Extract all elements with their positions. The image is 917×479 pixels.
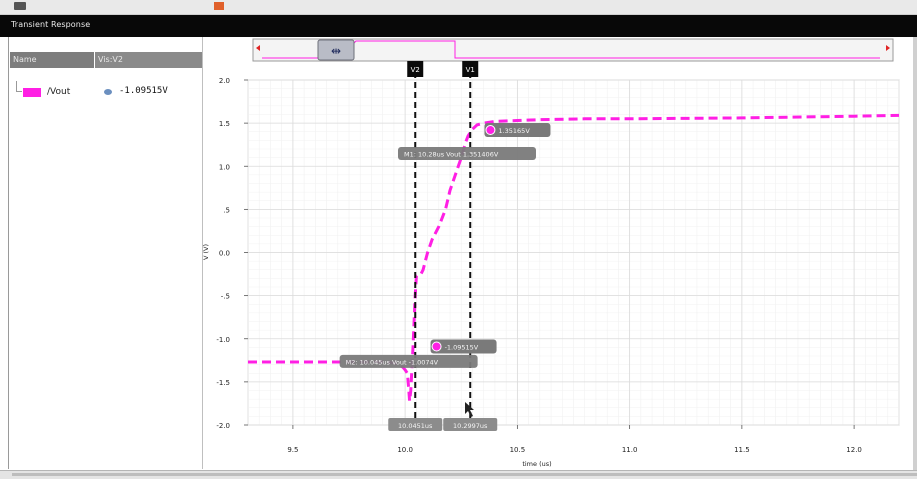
y-tick-label: -2.0 [216,422,230,430]
signal-legend-panel: Name Vis:V2 /Vout -1.09515V [8,37,203,469]
y-tick-label: 1.0 [219,163,230,171]
y-tick-label: 1.5 [219,120,230,128]
point-marker-label: -1.09515V [445,344,479,352]
y-axis-label: V (V) [202,244,210,260]
point-marker-box[interactable] [430,339,497,354]
signal-value: -1.09515V [119,86,168,96]
top-window-strip [0,0,917,15]
markers-layer[interactable]: V2 10.0451us V1 10.2997us M1: 10.28us Vout 1… [339,61,551,431]
vertical-marker-xvalue-box [388,418,443,431]
x-tick-label: 11.5 [734,446,750,454]
x-tick-label: 9.5 [287,446,298,454]
vertical-marker-xvalue: 10.0451us [398,422,433,430]
overview-frame [252,38,894,62]
name-column-header[interactable]: Name [10,52,94,68]
window-icon [14,2,26,10]
vertical-marker-name: V2 [411,66,420,74]
overview-left-arrow-icon[interactable] [256,45,260,51]
point-marker-dot[interactable] [485,125,496,136]
close-indicator-icon[interactable] [214,2,224,10]
mouse-cursor-icon [465,402,474,417]
y-tick-label: 2.0 [219,77,230,85]
signal-row[interactable]: /Vout -1.09515V [9,81,202,101]
overview-right-arrow-icon[interactable] [886,45,890,51]
x-tick-label: 12.0 [846,446,862,454]
value-column-header[interactable]: Vis:V2 [95,52,202,68]
vertical-marker-tag[interactable] [407,61,424,77]
grid-lines [247,79,900,426]
axes: 9.5 10.0 10.5 11.0 11.5 12.0 2.0 1.5 1.0 .5 0.0 -.5… [216,77,862,454]
y-tick-label: 0.0 [219,250,230,258]
point-marker-dot[interactable] [431,341,442,352]
series-layer [248,113,900,403]
signal-color-swatch [23,88,41,97]
bottom-scrollbar[interactable] [0,470,917,479]
visibility-eye-icon[interactable] [104,89,112,95]
annotation-label-text: M1: 10.28us Vout 1.351406V [404,151,499,159]
y-tick-label: -1.0 [216,336,230,344]
x-tick-label: 10.0 [397,446,413,454]
legend-header: Name Vis:V2 [9,52,202,68]
x-tick-label: 11.0 [622,446,638,454]
point-marker-box[interactable] [484,123,551,138]
overview-zoom-handle[interactable] [317,39,355,61]
x-axis-label: time (us) [522,460,551,468]
vertical-marker-tag[interactable] [462,61,479,77]
vertical-marker-name: V1 [466,66,475,74]
vertical-marker-xvalue: 10.2997us [453,422,488,430]
annotation-label-box[interactable] [339,354,478,368]
overview-strip[interactable]: ⇹ [252,38,894,62]
annotation-label-text: M2: 10.045us Vout -1.0074V [346,358,439,366]
y-tick-label: .5 [223,206,230,214]
signal-name: /Vout [47,87,71,97]
y-tick-label: -.5 [221,293,230,301]
series-line-vout[interactable] [248,113,900,403]
right-scroll-edge[interactable] [913,37,917,470]
scrollbar-track[interactable] [12,473,917,476]
y-tick-label: -1.5 [216,379,230,387]
zoom-handle-icon: ⇹ [331,44,341,58]
vertical-marker-xvalue-box [443,418,498,431]
x-tick-label: 10.5 [510,446,526,454]
point-marker-label: 1.35165V [498,127,530,135]
annotation-label-box[interactable] [397,147,536,161]
panel-titlebar: Transient Response [0,15,917,37]
panel-title: Transient Response [11,20,91,29]
tree-connector [16,81,22,92]
